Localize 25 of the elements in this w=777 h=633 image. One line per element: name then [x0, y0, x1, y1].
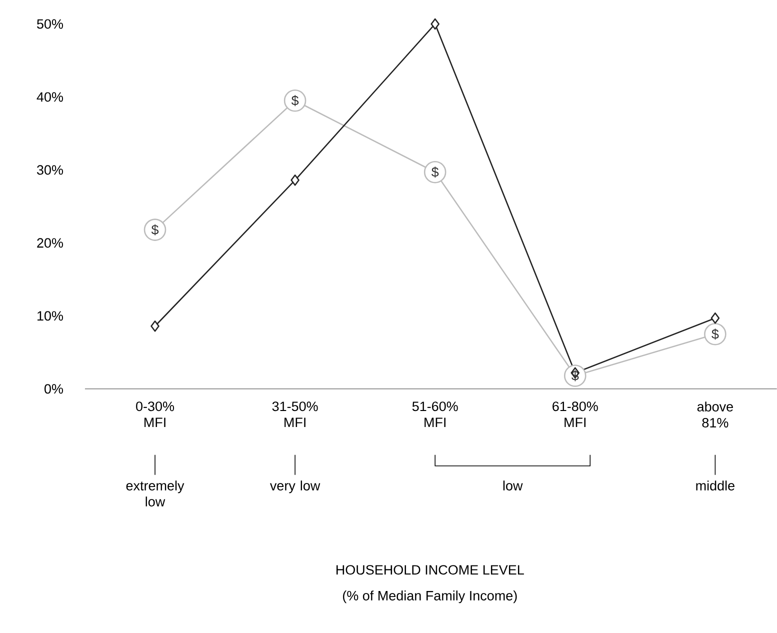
- y-tick-label: 10%: [38, 311, 63, 321]
- text: low: [503, 480, 523, 491]
- y-tick-label: 40%: [36, 92, 63, 102]
- point: [710, 312, 720, 324]
- y-tick-label: 0%: [44, 384, 63, 394]
- text: $: [712, 328, 719, 340]
- text: very low: [270, 480, 320, 494]
- text: $: [431, 166, 439, 178]
- x-tick-label: 61-80% MFI: [552, 402, 598, 428]
- y-tick-label: 20%: [37, 238, 63, 248]
- text: middle: [696, 480, 734, 491]
- x-tick-label: 0-30% MFI: [136, 402, 174, 428]
- point: [290, 174, 300, 186]
- text: HOUSEHOLD INCOME LEVEL: [336, 565, 524, 575]
- text: $: [291, 95, 299, 106]
- x-tick-label: 51-60% MFI: [412, 402, 458, 428]
- legend-label: $: [151, 224, 159, 236]
- x-tick-label: 31-50% MFI: [272, 402, 318, 428]
- point: [150, 320, 160, 332]
- text: (% of Median Family Income): [342, 590, 517, 604]
- y-tick-label: 50%: [37, 19, 63, 29]
- y-tick-label: 30%: [36, 165, 63, 175]
- text: extremely low: [126, 480, 184, 507]
- point: [430, 18, 440, 30]
- x-tick-label: above 81%: [697, 402, 733, 428]
